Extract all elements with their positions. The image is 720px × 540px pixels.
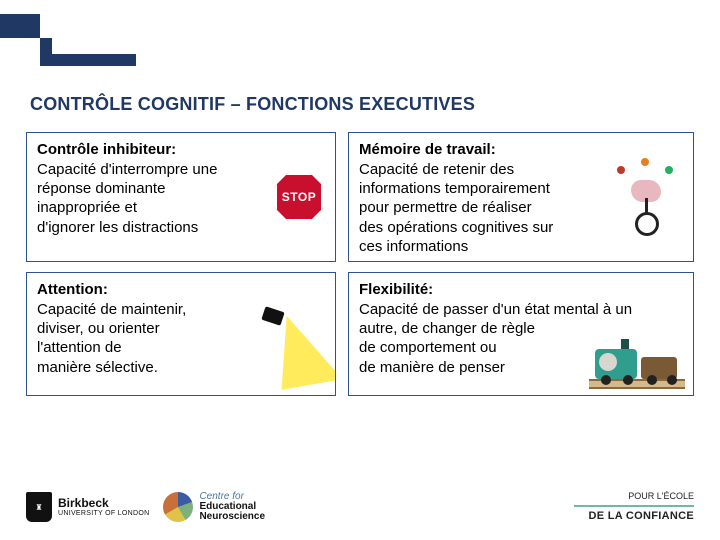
box-body: Capacité d'interrompre une réponse domin… — [37, 160, 237, 237]
birkbeck-name: Birkbeck — [58, 497, 149, 510]
toy-train-icon — [589, 329, 685, 389]
box-title: Attention: — [37, 281, 325, 298]
confiance-rule — [574, 505, 694, 507]
header-l-mark — [40, 38, 136, 66]
confiance-top: POUR L'ÉCOLE — [574, 492, 694, 502]
logo-confiance: POUR L'ÉCOLE DE LA CONFIANCE — [574, 492, 694, 522]
page-title: CONTRÔLE COGNITIF – FONCTIONS EXECUTIVES — [30, 94, 475, 115]
box-body: Capacité de maintenir, diviser, ou orien… — [37, 300, 237, 377]
box-flexibilite: Flexibilité: Capacité de passer d'un éta… — [348, 272, 694, 396]
logo-birkbeck: ♜ Birkbeck UNIVERSITY OF LONDON — [26, 492, 149, 522]
footer: ♜ Birkbeck UNIVERSITY OF LONDON Centre f… — [26, 492, 694, 522]
cen-line3: Neuroscience — [199, 511, 265, 522]
box-controle-inhibiteur: Contrôle inhibiteur: Capacité d'interrom… — [26, 132, 336, 262]
header-cutout — [40, 14, 720, 38]
swirl-icon — [163, 492, 193, 522]
shield-icon: ♜ — [26, 492, 52, 522]
box-title: Contrôle inhibiteur: — [37, 141, 325, 158]
box-attention: Attention: Capacité de maintenir, divise… — [26, 272, 336, 396]
function-grid: Contrôle inhibiteur: Capacité d'interrom… — [26, 132, 694, 396]
confiance-bottom: DE LA CONFIANCE — [574, 510, 694, 522]
spotlight-icon — [245, 305, 333, 395]
stop-sign-icon: STOP — [271, 169, 327, 225]
box-title: Mémoire de travail: — [359, 141, 683, 158]
footer-left: ♜ Birkbeck UNIVERSITY OF LONDON Centre f… — [26, 492, 265, 522]
box-body: Capacité de retenir des informations tem… — [359, 160, 619, 256]
box-title: Flexibilité: — [359, 281, 683, 298]
logo-cen: Centre for Educational Neuroscience — [163, 492, 265, 522]
brain-juggling-icon — [607, 158, 685, 236]
box-memoire-de-travail: Mémoire de travail: Capacité de retenir … — [348, 132, 694, 262]
birkbeck-sub: UNIVERSITY OF LONDON — [58, 510, 149, 517]
